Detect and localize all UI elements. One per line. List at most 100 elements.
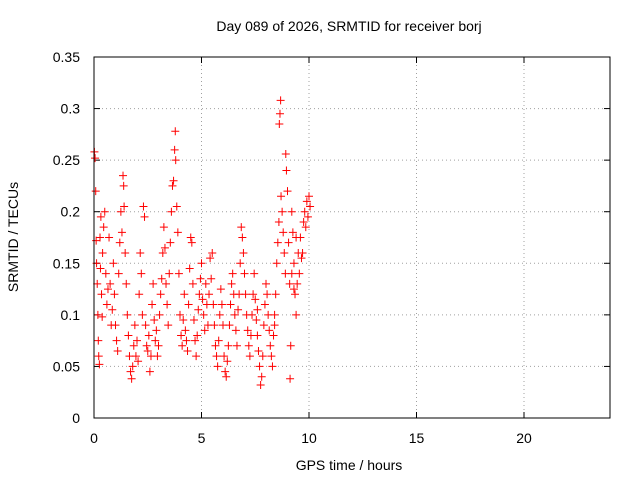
data-point — [215, 310, 224, 319]
x-tick-label: 5 — [198, 430, 206, 446]
data-point — [195, 290, 204, 299]
data-point — [114, 269, 123, 278]
data-point — [280, 248, 289, 257]
data-point — [277, 192, 286, 201]
x-tick-label: 10 — [301, 430, 317, 446]
data-point — [105, 233, 114, 242]
data-point — [189, 316, 198, 325]
data-point — [140, 212, 149, 221]
data-point — [209, 300, 218, 309]
data-point — [94, 352, 103, 361]
data-point — [142, 341, 151, 350]
data-point — [97, 290, 106, 299]
data-point — [299, 218, 308, 227]
data-point — [253, 331, 262, 340]
data-point — [194, 305, 203, 314]
data-point — [249, 290, 258, 299]
data-point — [136, 248, 145, 257]
data-point — [168, 181, 177, 190]
data-point — [112, 336, 121, 345]
data-point — [214, 336, 223, 345]
data-point — [176, 310, 184, 319]
data-point — [289, 285, 298, 294]
data-point — [260, 300, 269, 309]
data-point — [157, 274, 166, 283]
data-point — [144, 331, 153, 340]
data-point — [163, 300, 172, 309]
chart-title: Day 089 of 2026, SRMTID for receiver bor… — [216, 18, 481, 34]
y-tick-label: 0.05 — [53, 358, 80, 374]
data-point — [149, 279, 158, 288]
data-point — [291, 290, 300, 299]
data-point — [131, 352, 140, 361]
data-point — [113, 346, 122, 355]
data-point — [93, 279, 102, 288]
data-point — [180, 290, 189, 299]
data-point — [151, 336, 160, 345]
data-point — [103, 285, 112, 294]
x-axis-label: GPS time / hours — [296, 457, 403, 473]
data-point — [256, 380, 265, 389]
data-point — [213, 362, 222, 371]
data-point — [273, 238, 282, 247]
data-point — [272, 259, 281, 268]
data-point — [130, 321, 139, 330]
data-point — [174, 269, 183, 278]
data-point — [222, 372, 231, 381]
data-point — [91, 154, 100, 163]
data-point — [135, 290, 144, 299]
data-point — [292, 310, 301, 319]
data-point — [179, 316, 188, 325]
data-point — [237, 223, 246, 232]
data-point — [115, 238, 124, 247]
data-point — [129, 341, 138, 350]
data-point — [238, 233, 247, 242]
data-point — [128, 362, 137, 371]
data-point — [120, 202, 129, 211]
data-point — [224, 341, 233, 350]
data-point — [300, 207, 309, 216]
data-point — [177, 331, 186, 340]
data-point — [295, 269, 304, 278]
data-point — [262, 279, 270, 288]
data-point — [234, 305, 243, 314]
data-point — [193, 331, 202, 340]
data-point — [108, 305, 117, 314]
data-point — [250, 269, 259, 278]
data-point — [302, 197, 311, 206]
data-point — [188, 279, 197, 288]
data-point — [153, 352, 162, 361]
data-point — [187, 238, 196, 247]
data-point — [95, 360, 104, 369]
data-point — [259, 321, 268, 330]
data-point — [148, 300, 157, 309]
data-point — [216, 285, 225, 294]
data-point — [91, 187, 100, 196]
data-point — [96, 212, 105, 221]
data-point — [96, 264, 105, 273]
data-point — [152, 326, 161, 335]
data-point — [200, 326, 209, 335]
data-point — [227, 279, 236, 288]
data-point — [286, 374, 295, 383]
x-tick-label: 20 — [516, 430, 532, 446]
data-point — [98, 312, 107, 321]
data-point — [287, 269, 296, 278]
data-point — [183, 346, 192, 355]
data-point — [139, 202, 148, 211]
data-point — [225, 321, 234, 330]
data-point — [243, 326, 252, 335]
data-point — [159, 223, 168, 232]
data-point — [121, 248, 130, 257]
data-point — [99, 223, 108, 232]
data-point — [231, 326, 240, 335]
data-point — [106, 279, 115, 288]
data-point — [267, 352, 276, 361]
data-points — [90, 96, 315, 389]
y-tick-label: 0.3 — [61, 101, 81, 117]
gridlines — [94, 57, 610, 418]
data-point — [145, 367, 154, 376]
data-point — [150, 316, 159, 325]
data-point — [110, 290, 119, 299]
